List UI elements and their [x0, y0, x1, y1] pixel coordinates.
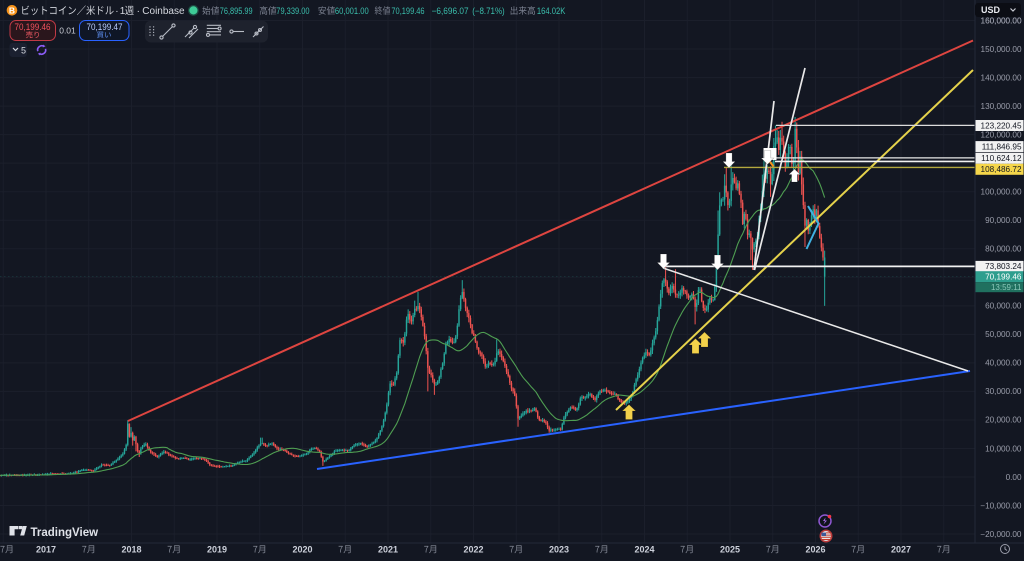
svg-text:160,000.00: 160,000.00: [981, 16, 1022, 25]
svg-text:−10,000.00: −10,000.00: [980, 501, 1022, 510]
svg-text:2018: 2018: [121, 545, 141, 555]
svg-text:2025: 2025: [720, 545, 740, 555]
svg-text:1: 1: [120, 6, 126, 17]
svg-text:2020: 2020: [292, 545, 312, 555]
svg-text:2023: 2023: [549, 545, 569, 555]
svg-text:(−8.71%): (−8.71%): [472, 6, 505, 16]
svg-text:5: 5: [21, 46, 26, 56]
svg-text:2027: 2027: [891, 545, 911, 555]
svg-text:0.00: 0.00: [1006, 473, 1022, 482]
svg-text:70,199.46: 70,199.46: [15, 22, 51, 33]
svg-text:140,000.00: 140,000.00: [981, 73, 1022, 82]
svg-text:79,339.00: 79,339.00: [276, 6, 309, 16]
svg-text:123,220.45: 123,220.45: [981, 121, 1022, 130]
svg-text:70,199.46: 70,199.46: [391, 6, 424, 16]
svg-text:60,000.00: 60,000.00: [985, 302, 1022, 311]
svg-text:20,000.00: 20,000.00: [985, 416, 1022, 425]
svg-text:110,624.12: 110,624.12: [981, 154, 1022, 163]
svg-text:B: B: [9, 5, 15, 15]
svg-text:−6,696.07: −6,696.07: [432, 6, 469, 16]
svg-text:Coinbase: Coinbase: [142, 6, 185, 17]
svg-text:USD: USD: [981, 5, 1001, 15]
svg-text:164.02K: 164.02K: [537, 6, 566, 16]
svg-text:13:59:11: 13:59:11: [991, 283, 1022, 292]
svg-text:60,001.00: 60,001.00: [335, 6, 369, 16]
svg-text:2019: 2019: [207, 545, 227, 555]
svg-text:0.01: 0.01: [59, 26, 76, 36]
svg-text:70,199.46: 70,199.46: [985, 273, 1022, 282]
svg-text:76,895.99: 76,895.99: [220, 6, 253, 16]
svg-text:2021: 2021: [378, 545, 398, 555]
svg-text:108,486.72: 108,486.72: [981, 165, 1022, 174]
svg-text:·: ·: [137, 6, 140, 17]
svg-text:10,000.00: 10,000.00: [985, 444, 1022, 453]
svg-text:73,803.24: 73,803.24: [985, 262, 1022, 271]
svg-text:2026: 2026: [805, 545, 825, 555]
svg-text:2022: 2022: [463, 545, 483, 555]
svg-text:40,000.00: 40,000.00: [985, 359, 1022, 368]
svg-text:2017: 2017: [36, 545, 56, 555]
svg-text:80,000.00: 80,000.00: [985, 245, 1022, 254]
svg-text:120,000.00: 120,000.00: [981, 130, 1022, 139]
svg-text:TradingView: TradingView: [31, 527, 99, 539]
svg-text:160,000.00: 160,000.00: [981, 16, 1022, 25]
svg-text:30,000.00: 30,000.00: [985, 387, 1022, 396]
svg-text:50,000.00: 50,000.00: [985, 330, 1022, 339]
svg-text:150,000.00: 150,000.00: [981, 45, 1022, 54]
svg-text:2024: 2024: [634, 545, 654, 555]
svg-text:90,000.00: 90,000.00: [985, 216, 1022, 225]
svg-text:·: ·: [115, 6, 118, 17]
svg-text:−20,000.00: −20,000.00: [980, 530, 1022, 539]
svg-text:100,000.00: 100,000.00: [981, 188, 1022, 197]
svg-text:111,846.95: 111,846.95: [982, 142, 1022, 151]
svg-text:70,199.47: 70,199.47: [87, 22, 123, 33]
svg-text:130,000.00: 130,000.00: [981, 102, 1022, 111]
